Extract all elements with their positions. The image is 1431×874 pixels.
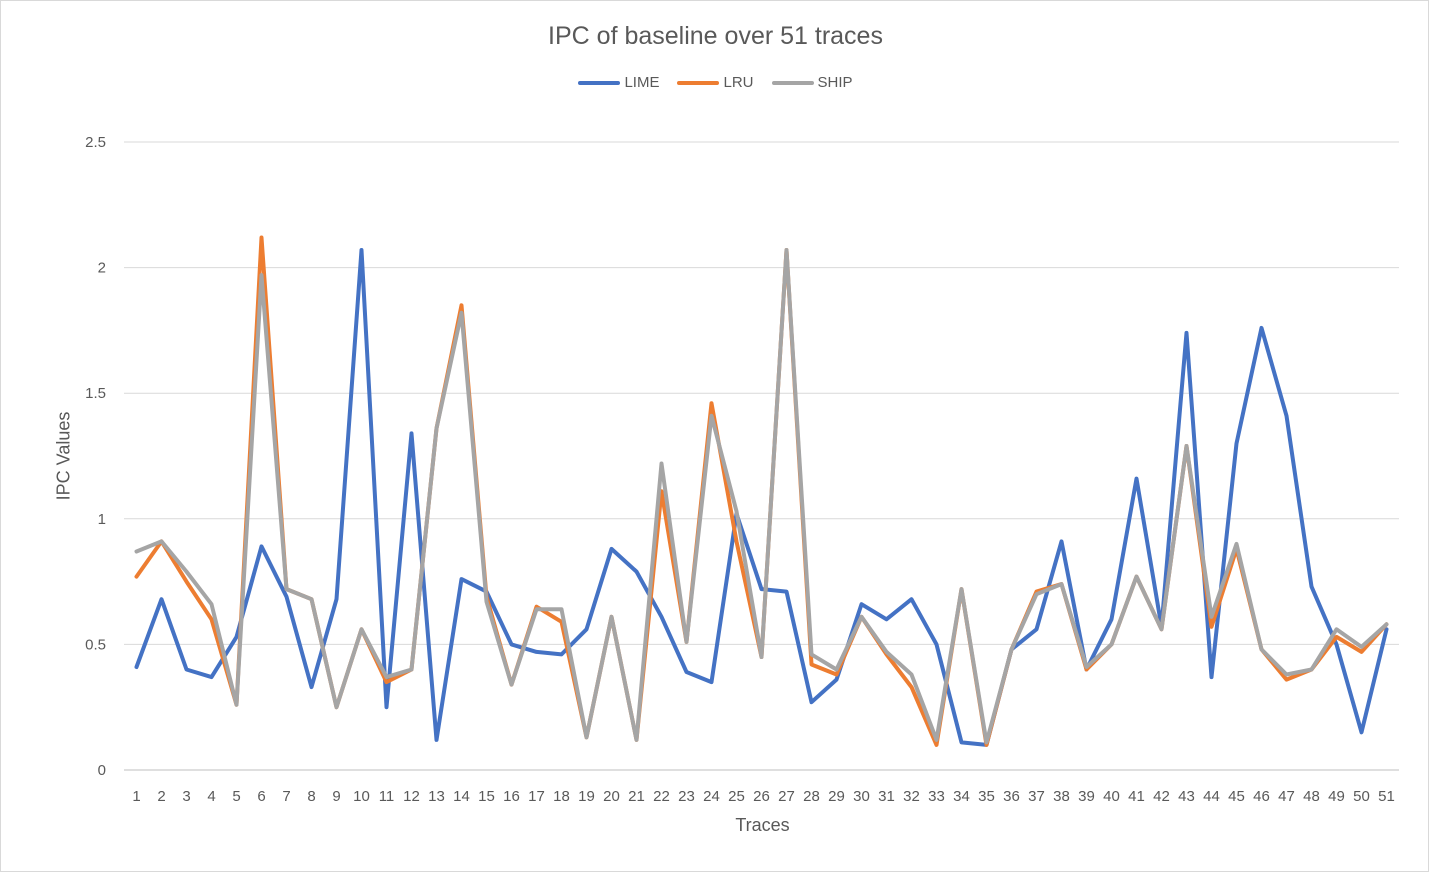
- x-tick-label: 28: [803, 788, 820, 805]
- legend-label-lime: LIME: [624, 74, 660, 91]
- legend-item-lru: LRU: [677, 74, 754, 91]
- x-tick-label: 1: [132, 788, 140, 805]
- x-tick-label: 18: [553, 788, 570, 805]
- x-tick-label: 37: [1028, 788, 1045, 805]
- x-tick-label: 26: [753, 788, 770, 805]
- x-tick-label: 9: [332, 788, 340, 805]
- x-tick-label: 45: [1228, 788, 1245, 805]
- x-tick-label: 49: [1328, 788, 1345, 805]
- legend-swatch-ship: [771, 80, 814, 85]
- y-tick-label: 2.5: [85, 134, 106, 151]
- x-tick-label: 5: [232, 788, 240, 805]
- x-tick-label: 16: [503, 788, 520, 805]
- x-tick-label: 32: [903, 788, 920, 805]
- x-tick-label: 7: [282, 788, 290, 805]
- x-tick-label: 8: [307, 788, 315, 805]
- x-tick-label: 2: [157, 788, 165, 805]
- x-tick-label: 41: [1128, 788, 1145, 805]
- x-tick-label: 6: [257, 788, 265, 805]
- x-tick-label: 42: [1153, 788, 1170, 805]
- x-tick-label: 22: [653, 788, 670, 805]
- x-tick-label: 46: [1253, 788, 1270, 805]
- x-tick-label: 25: [728, 788, 745, 805]
- x-tick-label: 35: [978, 788, 995, 805]
- legend-swatch-lru: [677, 80, 720, 85]
- x-tick-label: 48: [1303, 788, 1320, 805]
- x-tick-label: 40: [1103, 788, 1120, 805]
- y-tick-label: 2: [98, 260, 106, 277]
- legend-item-ship: SHIP: [771, 74, 853, 91]
- x-tick-label: 44: [1203, 788, 1220, 805]
- x-tick-label: 19: [578, 788, 595, 805]
- x-tick-label: 47: [1278, 788, 1295, 805]
- x-tick-label: 15: [478, 788, 495, 805]
- x-tick-label: 43: [1178, 788, 1195, 805]
- x-tick-label: 27: [778, 788, 795, 805]
- x-tick-label: 10: [353, 788, 370, 805]
- legend-label-ship: SHIP: [817, 74, 853, 91]
- x-tick-label: 21: [628, 788, 645, 805]
- x-tick-label: 29: [828, 788, 845, 805]
- legend-swatch-lime: [578, 80, 621, 85]
- x-tick-label: 14: [453, 788, 470, 805]
- chart-title: IPC of baseline over 51 traces: [548, 22, 883, 50]
- legend-item-lime: LIME: [578, 74, 659, 91]
- x-tick-label: 33: [928, 788, 945, 805]
- y-axis-title: IPC Values: [53, 411, 74, 501]
- x-tick-label: 31: [878, 788, 895, 805]
- x-tick-label: 3: [182, 788, 190, 805]
- x-tick-label: 51: [1378, 788, 1395, 805]
- y-tick-label: 1.5: [85, 385, 106, 402]
- y-tick-label: 0: [98, 762, 106, 779]
- x-tick-label: 50: [1353, 788, 1370, 805]
- y-tick-label: 1: [98, 511, 106, 528]
- legend: LIME LRU SHIP: [0, 74, 1431, 91]
- x-tick-label: 34: [953, 788, 970, 805]
- x-tick-label: 23: [678, 788, 695, 805]
- x-tick-label: 20: [603, 788, 620, 805]
- y-tick-label: 0.5: [85, 636, 106, 653]
- x-tick-label: 17: [528, 788, 545, 805]
- x-tick-label: 30: [853, 788, 870, 805]
- x-tick-label: 39: [1078, 788, 1095, 805]
- x-axis-title: Traces: [735, 815, 790, 835]
- x-tick-label: 38: [1053, 788, 1070, 805]
- x-tick-label: 12: [403, 788, 420, 805]
- legend-label-lru: LRU: [723, 74, 754, 91]
- x-tick-label: 24: [703, 788, 720, 805]
- series-line-lime: [134, 248, 1389, 747]
- series-line-ship: [134, 248, 1389, 745]
- x-tick-label: 4: [207, 788, 215, 805]
- x-tick-label: 11: [379, 788, 395, 805]
- x-tick-label: 36: [1003, 788, 1020, 805]
- x-tick-label: 13: [428, 788, 445, 805]
